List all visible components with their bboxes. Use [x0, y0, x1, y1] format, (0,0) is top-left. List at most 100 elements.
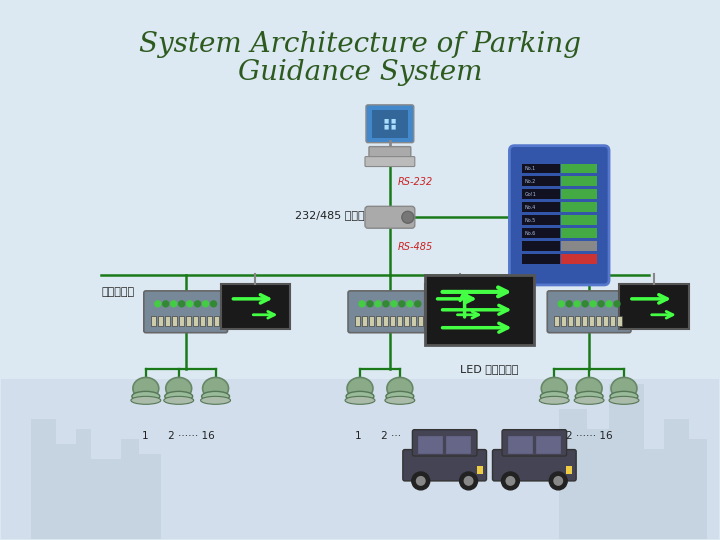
Ellipse shape	[346, 392, 374, 401]
Bar	[376, 316, 381, 326]
Bar	[523, 241, 560, 251]
Bar	[589, 316, 594, 326]
Circle shape	[590, 301, 596, 307]
Bar	[179, 316, 184, 326]
Bar	[214, 316, 219, 326]
Bar	[561, 228, 597, 238]
FancyBboxPatch shape	[369, 147, 411, 159]
Circle shape	[598, 301, 604, 307]
Text: 区域控制器: 区域控制器	[101, 287, 134, 297]
Circle shape	[399, 301, 405, 307]
Bar	[559, 409, 587, 538]
FancyBboxPatch shape	[144, 291, 228, 333]
Ellipse shape	[540, 392, 568, 401]
Bar	[362, 316, 367, 326]
Bar	[587, 429, 609, 538]
FancyBboxPatch shape	[365, 157, 415, 166]
Bar	[220, 285, 290, 329]
Bar	[425, 285, 495, 329]
Bar	[575, 316, 580, 326]
Bar	[554, 316, 559, 326]
Bar	[561, 202, 597, 212]
Ellipse shape	[576, 377, 602, 400]
Bar	[523, 164, 560, 173]
Circle shape	[163, 301, 168, 307]
Circle shape	[179, 301, 184, 307]
Text: No.5: No.5	[524, 218, 536, 223]
Bar	[644, 449, 664, 538]
Ellipse shape	[202, 392, 230, 401]
Text: LED 方向指示屏: LED 方向指示屏	[460, 364, 518, 375]
Bar	[404, 316, 409, 326]
Bar	[523, 215, 560, 225]
Ellipse shape	[539, 396, 570, 404]
FancyBboxPatch shape	[413, 430, 477, 456]
Text: 232/485 转换器: 232/485 转换器	[295, 210, 365, 220]
Text: No.6: No.6	[524, 231, 536, 235]
Bar	[561, 254, 597, 264]
Bar	[121, 439, 139, 538]
Bar	[596, 316, 601, 326]
FancyBboxPatch shape	[366, 105, 414, 143]
Circle shape	[501, 472, 519, 490]
Bar	[446, 436, 470, 453]
Bar	[1, 380, 719, 538]
Text: ■ ■
■ ■: ■ ■ ■ ■	[384, 118, 396, 129]
Circle shape	[614, 301, 620, 307]
Circle shape	[186, 301, 193, 307]
Text: System Architecture of Parking: System Architecture of Parking	[139, 31, 581, 58]
Ellipse shape	[133, 377, 159, 400]
Ellipse shape	[610, 392, 638, 401]
Bar	[568, 316, 573, 326]
Bar	[582, 316, 587, 326]
FancyBboxPatch shape	[510, 146, 609, 285]
Ellipse shape	[345, 396, 375, 404]
Bar	[561, 190, 597, 199]
Ellipse shape	[609, 396, 639, 404]
Circle shape	[402, 211, 414, 223]
Ellipse shape	[202, 377, 228, 400]
Ellipse shape	[541, 377, 567, 400]
Bar	[193, 316, 197, 326]
Bar	[369, 316, 374, 326]
Ellipse shape	[201, 396, 230, 404]
Bar	[609, 384, 644, 538]
FancyBboxPatch shape	[492, 450, 576, 481]
Bar	[508, 436, 532, 453]
FancyBboxPatch shape	[402, 450, 487, 481]
Circle shape	[359, 301, 365, 307]
Bar	[689, 439, 706, 538]
Ellipse shape	[386, 392, 414, 401]
Text: Guidance System: Guidance System	[238, 59, 482, 86]
Bar	[561, 241, 597, 251]
Ellipse shape	[387, 377, 413, 400]
Text: No.1: No.1	[524, 166, 536, 171]
Bar	[664, 419, 689, 538]
Circle shape	[606, 301, 612, 307]
Bar	[355, 316, 360, 326]
Circle shape	[582, 301, 588, 307]
Ellipse shape	[166, 377, 192, 400]
Circle shape	[566, 301, 572, 307]
Text: RS-232: RS-232	[398, 178, 433, 187]
Bar	[561, 177, 597, 186]
Bar	[186, 316, 191, 326]
Circle shape	[210, 301, 217, 307]
Circle shape	[574, 301, 580, 307]
Circle shape	[194, 301, 201, 307]
Bar	[523, 177, 560, 186]
Circle shape	[391, 301, 397, 307]
Bar	[372, 110, 408, 138]
FancyBboxPatch shape	[365, 206, 415, 228]
Ellipse shape	[385, 396, 415, 404]
Text: 1      2 ······ 16: 1 2 ······ 16	[143, 431, 215, 441]
Bar	[383, 316, 388, 326]
Circle shape	[459, 472, 477, 490]
Bar	[523, 254, 560, 264]
Text: RS-485: RS-485	[398, 242, 433, 252]
Bar	[477, 466, 482, 474]
Bar	[566, 466, 572, 474]
Circle shape	[549, 472, 567, 490]
Ellipse shape	[575, 392, 603, 401]
Bar	[76, 429, 91, 538]
